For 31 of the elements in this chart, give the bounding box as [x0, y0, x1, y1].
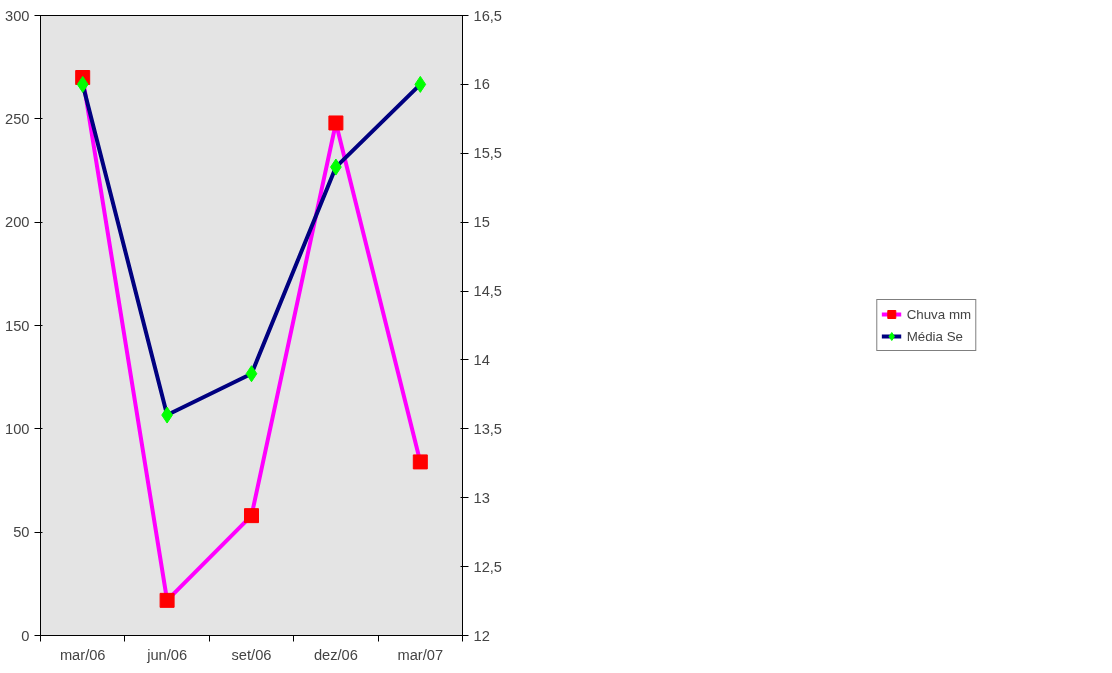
y-tick-label: 200 — [5, 214, 30, 231]
x-tick-label: set/06 — [231, 646, 272, 663]
legend-label: Média Se — [906, 328, 963, 344]
x-tick-label: mar/07 — [397, 646, 444, 663]
y2-tick-label: 14,5 — [473, 283, 503, 300]
x-tick-label: jun/06 — [146, 646, 188, 663]
x-tick-label: dez/06 — [313, 646, 358, 663]
point — [245, 365, 258, 383]
y-tick-label: 300 — [5, 7, 30, 24]
y2-tick-label: 13,5 — [473, 420, 503, 437]
y2-tick-label: 12,5 — [473, 558, 503, 575]
y2-tick-label: 16,5 — [473, 7, 503, 24]
x-tick-label: mar/06 — [59, 646, 106, 663]
y2-tick-label: 14 — [473, 351, 490, 368]
y-tick-label: 100 — [5, 420, 30, 437]
y-tick-label: 0 — [21, 627, 30, 644]
legend-label: Chuva mm — [906, 306, 972, 322]
y2-tick-label: 15,5 — [473, 145, 503, 162]
y-tick-label: 50 — [13, 524, 30, 541]
y2-tick-label: 12 — [473, 627, 490, 644]
point — [76, 75, 89, 93]
y2-tick-label: 15 — [473, 214, 490, 231]
y2-tick-label: 13 — [473, 489, 490, 506]
point — [414, 75, 427, 93]
point — [412, 454, 428, 470]
y-tick-label: 150 — [5, 317, 30, 334]
point — [159, 592, 175, 608]
point — [244, 508, 259, 524]
y2-tick-label: 16 — [473, 76, 490, 93]
y-tick-label: 250 — [5, 110, 30, 127]
point — [328, 115, 344, 131]
